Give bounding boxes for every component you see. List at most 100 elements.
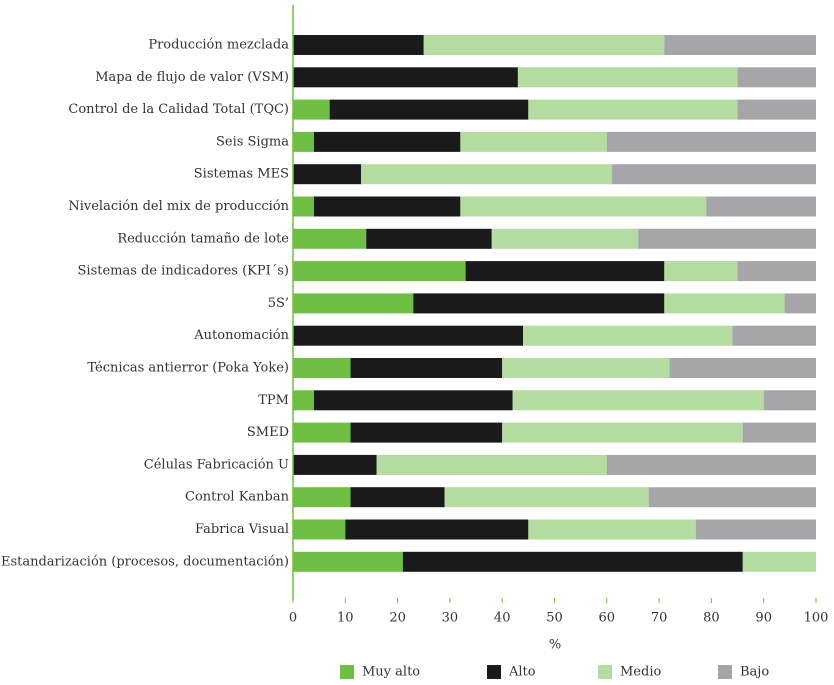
bar-segment: [293, 131, 314, 152]
x-tick-label: 30: [442, 611, 459, 626]
y-tick-label: Seis Sigma: [216, 134, 289, 149]
bar-segment: [329, 99, 529, 120]
y-tick-label: Control Kanban: [185, 490, 290, 505]
y-tick-label: Producción mezclada: [148, 38, 289, 53]
bar-segment: [523, 325, 733, 346]
y-tick-label: Células Fabricación U: [144, 457, 289, 472]
bar-segment: [732, 325, 816, 346]
y-tick-label: Mapa de flujo de valor (VSM): [95, 70, 289, 85]
bar-segment: [293, 454, 377, 475]
bar-segment: [763, 390, 816, 411]
bar-segment: [293, 358, 351, 378]
x-tick-label: 90: [755, 611, 772, 626]
y-tick-label: Fabrica Visual: [195, 522, 289, 537]
bar-segment: [293, 228, 367, 249]
bar-segment: [669, 358, 816, 378]
y-tick-label: Nivelación del mix de producción: [68, 199, 289, 214]
y-tick-label: Reducción tamaño de lote: [117, 231, 289, 246]
bar-segment: [345, 519, 529, 540]
bar-segment: [293, 519, 346, 540]
y-tick-label: TPM: [258, 393, 289, 408]
bar-segment: [293, 261, 466, 282]
bar-segment: [293, 390, 314, 411]
bar-segment: [293, 196, 314, 217]
bar-segment: [502, 358, 670, 378]
bar-segment: [528, 99, 738, 120]
bar-segment: [293, 67, 518, 88]
bar-segment: [737, 261, 816, 282]
bar-segment: [360, 164, 613, 185]
bar-segment: [376, 454, 607, 475]
x-tick-label: 0: [289, 611, 297, 626]
bar-segment: [737, 99, 816, 120]
bar-segment: [606, 454, 816, 475]
y-tick-label: Autonomación: [193, 328, 289, 343]
y-tick-label: Control de la Calidad Total (TQC): [68, 102, 289, 117]
bar-segment: [612, 164, 816, 185]
x-tick-label: 60: [599, 611, 616, 626]
y-tick-label: 5S’: [268, 296, 289, 311]
bar-segment: [313, 196, 461, 217]
bar-segment: [293, 422, 351, 443]
bar-segment: [444, 487, 649, 508]
bar-segment: [460, 131, 607, 152]
bar-segment: [737, 67, 816, 88]
y-tick-label: Sistemas MES: [194, 167, 289, 182]
bar-segment: [350, 358, 503, 378]
y-tick-label: Técnicas antierror (Poka Yoke): [87, 361, 289, 376]
bar-segment: [638, 228, 816, 249]
bar-segment: [502, 422, 743, 443]
legend-swatch: [718, 665, 732, 679]
bar-segment: [664, 293, 785, 314]
legend-swatch: [487, 665, 501, 679]
x-tick-label: 10: [337, 611, 354, 626]
bar-segment: [313, 390, 513, 411]
bar-segment: [413, 293, 665, 314]
x-tick-label: 50: [546, 611, 563, 626]
legend-label: Muy alto: [362, 665, 420, 680]
bar-segment: [648, 487, 816, 508]
bar-segment: [350, 487, 445, 508]
bar-segment: [293, 99, 330, 120]
bar-segment: [293, 293, 414, 314]
legend-label: Bajo: [740, 665, 769, 680]
x-tick-label: 40: [494, 611, 511, 626]
bar-segment: [293, 164, 361, 185]
bar-segment: [742, 422, 816, 443]
bar-segment: [517, 67, 738, 88]
x-tick-label: 100: [804, 611, 829, 626]
bar-segment: [366, 228, 492, 249]
bar-segment: [784, 293, 816, 314]
bar-segment: [695, 519, 816, 540]
bar-segment: [402, 551, 743, 572]
legend-label: Medio: [620, 665, 661, 680]
legend-label: Alto: [508, 665, 536, 680]
bar-segment: [491, 228, 639, 249]
y-tick-label: SMED: [247, 425, 289, 440]
bar-segment: [606, 131, 816, 152]
bar-segment: [313, 131, 461, 152]
bar-segment: [664, 261, 738, 282]
x-tick-label: 20: [389, 611, 406, 626]
bar-segment: [350, 422, 503, 443]
bar-segment: [293, 325, 524, 346]
x-tick-label: 70: [651, 611, 668, 626]
bar-segment: [664, 35, 816, 55]
bar-segment: [465, 261, 665, 282]
bar-segment: [706, 196, 816, 217]
x-tick-label: 80: [703, 611, 720, 626]
bar-segment: [528, 519, 696, 540]
x-axis-label: %: [549, 638, 561, 653]
bar-segment: [293, 551, 403, 572]
y-tick-label: Sistemas de indicadores (KPI´s): [78, 264, 290, 279]
legend-swatch: [340, 665, 354, 679]
bar-segment: [512, 390, 764, 411]
bar-segment: [423, 35, 665, 55]
y-tick-label: Estandarización (procesos, documentación…: [1, 554, 289, 569]
bar-segment: [293, 487, 351, 508]
bar-segment: [460, 196, 707, 217]
legend-swatch: [598, 665, 612, 679]
bar-segment: [742, 551, 816, 572]
bar-segment: [293, 35, 424, 55]
